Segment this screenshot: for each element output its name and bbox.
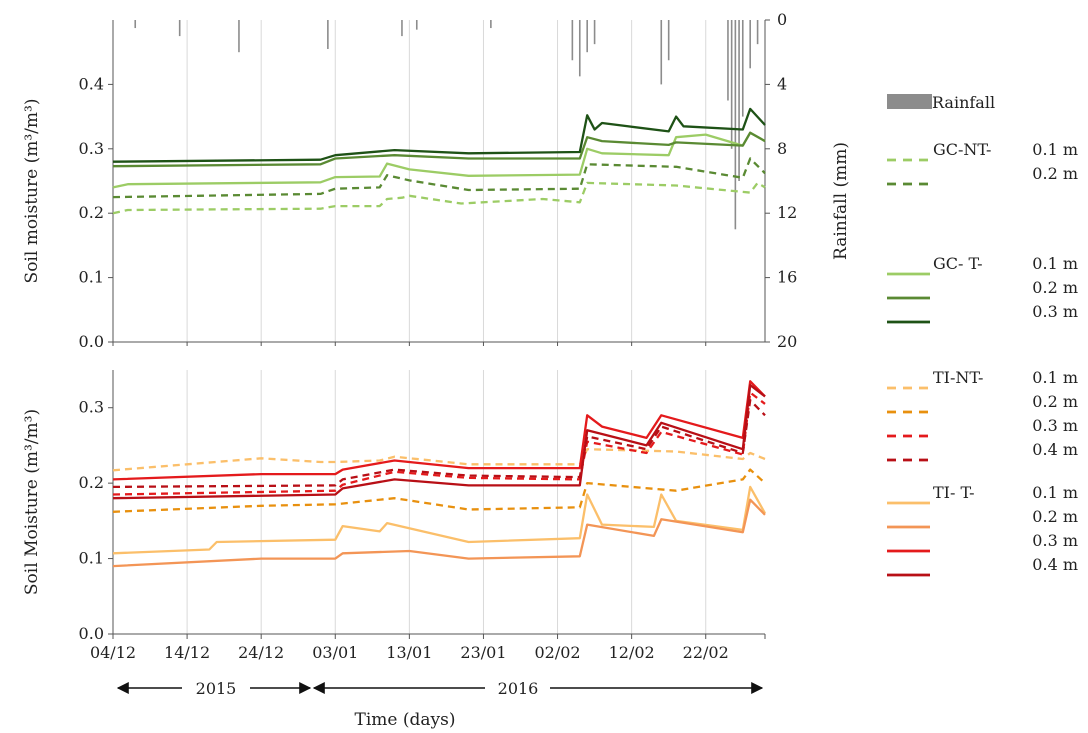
legend-group-prefix: GC-NT- — [933, 140, 991, 159]
x-axis-title: Time (days) — [355, 710, 456, 730]
legend-row-label: 0.3 m — [1032, 416, 1078, 435]
x-tick-label: 12/02 — [609, 643, 655, 662]
y2-tick-label: 16 — [777, 268, 797, 287]
legend-row-label: 0.4 m — [1032, 440, 1078, 459]
series-line-ti-t-0-4-m — [112, 383, 766, 500]
x-tick-label: 03/01 — [312, 643, 358, 662]
rainfall-bar — [593, 20, 596, 45]
y-tick-label: 0.3 — [79, 139, 104, 158]
rainfall-bars — [134, 20, 759, 230]
x-tick-label: 13/01 — [386, 643, 432, 662]
rainfall-bar — [238, 20, 240, 53]
legend-group-prefix: TI-NT- — [933, 368, 983, 387]
y-tick-label: 0.1 — [79, 549, 104, 568]
year-label-2015: 2015 — [196, 679, 237, 698]
y2-tick-label: 4 — [777, 74, 787, 93]
rainfall-bar — [741, 20, 744, 117]
series-line-gc-nt-0-2-m — [112, 157, 766, 199]
y-tick-label: 0.0 — [79, 624, 104, 643]
legend-rainfall-swatch — [887, 94, 932, 109]
series-line-ti-nt-0-2-m — [112, 468, 766, 513]
y-tick-label: 0.4 — [79, 74, 104, 93]
rainfall-bar — [749, 20, 751, 69]
y-tick-label: 0.2 — [79, 473, 104, 492]
series-line-ti-t-0-1-m — [112, 485, 767, 555]
y-tick-label: 0.1 — [79, 268, 104, 287]
rainfall-bar — [727, 20, 729, 101]
rainfall-bar — [586, 20, 588, 53]
y2-tick-label: 12 — [777, 203, 797, 222]
x-tick-label: 23/01 — [460, 643, 506, 662]
rainfall-bar — [734, 20, 737, 230]
legend-row-label: 0.2 m — [1032, 392, 1078, 411]
x-tick-label: 02/02 — [534, 643, 580, 662]
y2-tick-label: 20 — [777, 332, 797, 351]
rainfall-bar — [571, 20, 574, 61]
rainfall-bar — [327, 20, 329, 49]
y-tick-label: 0.0 — [79, 332, 104, 351]
y2-tick-label: 8 — [777, 139, 787, 158]
legend-row-label: 0.1 m — [1032, 368, 1078, 387]
bottom-panel-series — [112, 380, 767, 568]
legend-row-label: 0.2 m — [1032, 507, 1078, 526]
y2-tick-label: 0 — [777, 10, 787, 29]
series-line-gc-t-0-1-m — [112, 131, 766, 189]
y-tick-label: 0.2 — [79, 203, 104, 222]
legend-row-label: 0.2 m — [1032, 164, 1078, 183]
y-tick-label: 0.3 — [79, 398, 104, 417]
legend-row-label: 0.3 m — [1032, 531, 1078, 550]
rainfall-bar — [738, 20, 740, 181]
x-tick-label: 22/02 — [683, 643, 729, 662]
legend-row-label: 0.2 m — [1032, 278, 1078, 297]
rainfall-bar — [401, 20, 403, 37]
series-line-ti-t-0-3-m — [112, 380, 766, 481]
y2-axis-title: Rainfall (mm) — [831, 142, 851, 260]
legend-group-prefix: TI- T- — [933, 483, 975, 502]
legend-rainfall-label: Rainfall — [932, 93, 995, 112]
x-tick-label: 24/12 — [238, 643, 284, 662]
rainfall-bar — [667, 20, 670, 61]
y-axis-title-top: Soil moisture (m³/m³) — [22, 99, 42, 284]
rainfall-bar — [490, 20, 492, 29]
legend-row-label: 0.4 m — [1032, 555, 1078, 574]
series-line-gc-t-0-3-m — [112, 107, 766, 163]
series-line-gc-nt-0-1-m — [112, 181, 766, 215]
y-axis-title-bottom: Soil Moisture (m³/m³) — [22, 409, 42, 595]
x-tick-label: 14/12 — [164, 643, 210, 662]
rainfall-bar — [134, 20, 137, 29]
legend: Rainfall GC-NT- 0.1 m 0.2 m GC- T- 0.1 m 0.2 m… — [887, 93, 1078, 577]
legend-row-label: 0.3 m — [1032, 302, 1078, 321]
rainfall-bar — [730, 20, 733, 149]
rainfall-bar — [578, 20, 581, 77]
legend-row-label: 0.1 m — [1032, 483, 1078, 502]
series-line-gc-t-0-2-m — [112, 131, 766, 168]
rainfall-bar — [660, 20, 663, 85]
top-panel-series — [112, 107, 766, 215]
series-line-ti-nt-0-3-m — [112, 391, 766, 496]
x-tick-label: 04/12 — [90, 643, 136, 662]
rainfall-bar — [415, 20, 418, 30]
series-line-ti-nt-0-4-m — [112, 399, 766, 489]
legend-row-label: 0.1 m — [1032, 254, 1078, 273]
series-line-ti-nt-0-1-m — [112, 448, 766, 472]
legend-row-label: 0.1 m — [1032, 140, 1078, 159]
year-label-2016: 2016 — [498, 679, 539, 698]
series-line-ti-t-0-2-m — [112, 498, 766, 568]
rainfall-bar — [178, 20, 181, 37]
legend-group-prefix: GC- T- — [933, 254, 983, 273]
rainfall-bar — [756, 20, 759, 45]
